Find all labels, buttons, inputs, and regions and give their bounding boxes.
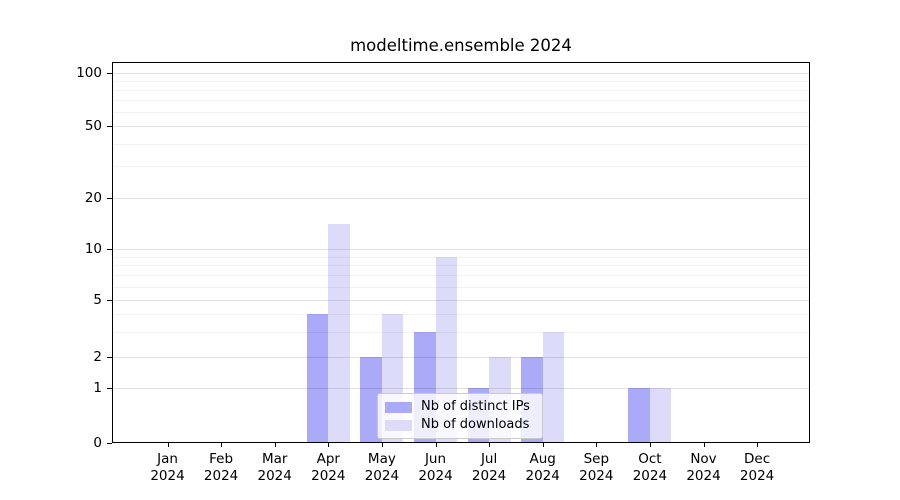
y-tick-0	[107, 443, 112, 444]
y-tick-label-5: 5	[93, 292, 102, 308]
x-tick-label-jan: Jan 2024	[150, 451, 185, 484]
y-tick-label-2: 2	[93, 349, 102, 365]
legend-swatch-downloads	[385, 419, 412, 431]
x-tick-label-aug: Aug 2024	[525, 451, 560, 484]
x-tick-feb	[221, 443, 223, 447]
y-tick-label-0: 0	[93, 434, 102, 451]
x-tick-sep	[596, 443, 598, 447]
x-tick-label-mar: Mar 2024	[257, 451, 292, 484]
x-tick-mar	[274, 443, 276, 447]
chart-title: modeltime.ensemble 2024	[350, 36, 572, 55]
y-tick-label-20: 20	[84, 190, 102, 206]
y-tick-label-1: 1	[93, 380, 102, 396]
x-tick-aug	[542, 443, 544, 447]
x-tick-nov	[703, 443, 705, 447]
x-tick-oct	[649, 443, 651, 447]
x-tick-label-sep: Sep 2024	[579, 451, 614, 484]
x-tick-may	[381, 443, 383, 447]
x-tick-jun	[435, 443, 437, 447]
x-tick-label-jun: Jun 2024	[418, 451, 453, 484]
legend-swatch-distinct-ips	[385, 401, 412, 413]
x-tick-label-apr: Apr 2024	[311, 451, 346, 484]
legend: Nb of distinct IPs Nb of downloads	[377, 393, 543, 439]
x-tick-label-may: May 2024	[364, 451, 400, 484]
x-tick-apr	[328, 443, 330, 447]
legend-item-downloads: Nb of downloads	[385, 417, 535, 433]
x-tick-label-feb: Feb 2024	[203, 451, 239, 484]
x-tick-jul	[489, 443, 491, 447]
x-tick-label-oct: Oct 2024	[632, 451, 668, 484]
x-tick-label-jul: Jul 2024	[471, 451, 507, 484]
x-tick-label-nov: Nov 2024	[686, 451, 721, 484]
y-tick-label-50: 50	[84, 118, 102, 134]
plot-area-border	[112, 62, 810, 443]
x-tick-dec	[757, 443, 759, 447]
y-tick-label-10: 10	[84, 241, 102, 257]
legend-item-distinct-ips: Nb of distinct IPs	[385, 399, 535, 415]
legend-label-distinct-ips: Nb of distinct IPs	[421, 399, 530, 414]
x-tick-jan	[167, 443, 169, 447]
y-tick-label-100: 100	[76, 65, 102, 81]
x-tick-label-dec: Dec 2024	[739, 451, 775, 484]
legend-label-downloads: Nb of downloads	[421, 417, 530, 432]
